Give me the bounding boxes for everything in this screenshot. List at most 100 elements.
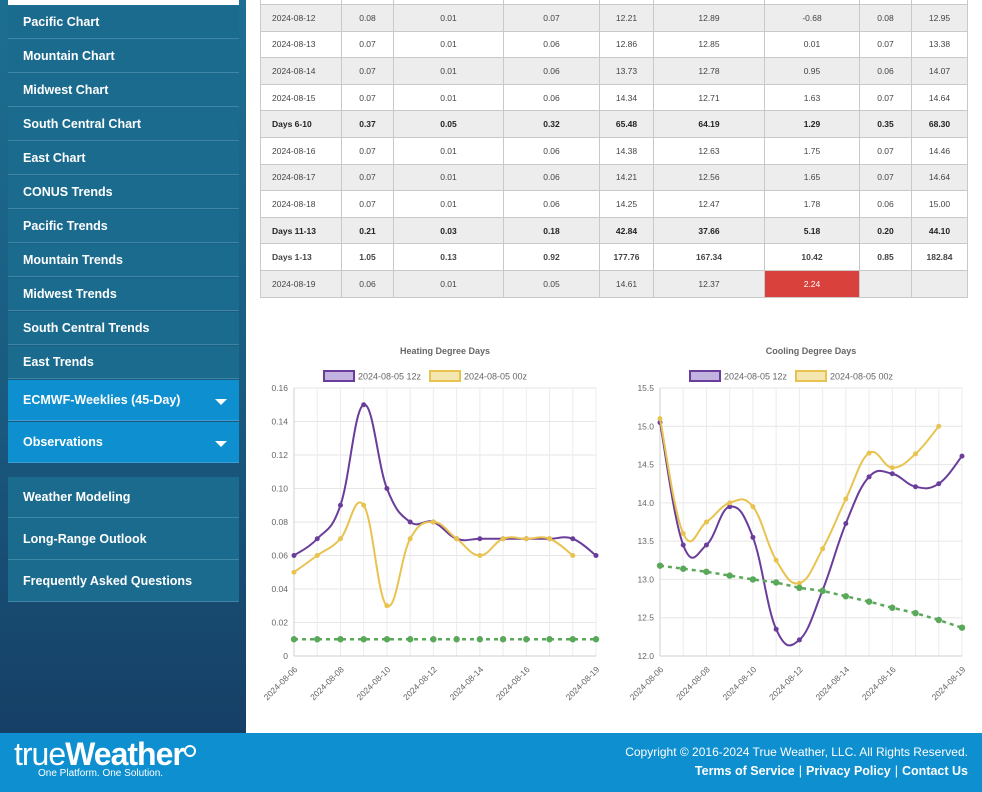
data-point [866,450,872,456]
table-cell: 12.95 [911,4,968,32]
table-cell: 37.66 [653,216,765,245]
table-cell: 2024-08-18 [260,190,342,218]
data-point [477,553,483,558]
table-cell: 0.08 [859,4,912,32]
sidebar-item-pacific-trends[interactable]: Pacific Trends [8,210,239,243]
data-point [656,562,664,569]
data-point [407,536,413,542]
data-point [314,553,320,558]
table-cell: 2024-08-19 [260,269,342,298]
data-point [314,536,320,542]
table-cell: 0.06 [503,163,600,192]
data-point [959,453,965,459]
sidebar-item-south-central-trends[interactable]: South Central Trends [8,312,239,345]
x-tick-label: 2024-08-08 [674,664,712,702]
data-point [912,609,919,617]
table-cell: Days 11-13 [260,216,342,245]
chart-svg: Cooling Degree Days 2024-08-05 12z 2024-08… [628,346,968,702]
legend-swatch [795,370,827,382]
table-cell: 14.25 [599,190,654,218]
y-tick-label: 13.5 [637,536,654,546]
data-point [703,568,710,575]
link-separator: | [798,764,802,778]
data-point [430,636,437,643]
accordion-label: Observations [23,435,103,449]
sidebar-item-pacific-chart[interactable]: Pacific Chart [8,6,239,39]
table-cell: 0.07 [503,4,600,32]
table-cell [859,269,912,298]
sidebar-accordion-observations[interactable]: Observations [8,422,239,463]
sidebar-item-east-chart[interactable]: East Chart [8,142,239,175]
data-point [820,546,826,552]
data-point [913,484,919,490]
table-cell: 64.19 [653,110,765,138]
data-point [842,593,850,600]
data-point [657,416,663,422]
table-cell: 0.07 [341,136,394,165]
contact-us-link[interactable]: Contact Us [902,764,968,778]
data-point [384,603,390,609]
sidebar-item-mountain-trends[interactable]: Mountain Trends [8,244,239,277]
x-tick-label: 2024-08-16 [494,664,532,702]
trueweather-logo[interactable]: trueWeather [14,736,185,773]
legend-label: 2024-08-05 12z [724,372,788,382]
table-cell: 0.95 [764,57,860,85]
data-point [291,553,297,558]
data-point [889,471,895,477]
y-tick-label: 15.5 [637,383,654,393]
data-point [454,536,460,542]
sidebar-link-long-range-outlook[interactable]: Long-Range Outlook [8,519,239,560]
series-line [293,403,597,557]
table-cell: 177.76 [599,243,654,271]
table-row: 2024-08-14 0.07 0.01 0.06 13.73 12.78 0.95 0.06… [260,57,968,85]
y-tick-label: 0.06 [271,551,288,561]
sidebar-accordion-ecmwf-weeklies-45-day[interactable]: ECMWF-Weeklies (45-Day) [8,380,239,421]
x-tick-label: 2024-08-06 [262,664,300,702]
sidebar-nav: Pacific Chart Mountain Chart Midwest Chart… [0,0,246,733]
table-cell: 0.01 [393,190,504,218]
sidebar-link-weather-modeling[interactable]: Weather Modeling [8,477,239,518]
data-point [680,530,686,536]
y-tick-label: 14.5 [637,460,654,470]
y-tick-label: 14.0 [637,498,654,508]
x-tick-label: 2024-08-12 [401,664,439,702]
data-point [430,519,436,525]
table-row: 2024-08-17 0.07 0.01 0.06 14.21 12.56 1.65 0.07… [260,163,968,192]
sidebar-item-midwest-chart[interactable]: Midwest Chart [8,74,239,107]
data-point [570,553,576,558]
table-cell: 12.63 [653,136,765,165]
sidebar-item-south-central-chart[interactable]: South Central Chart [8,108,239,141]
sidebar-item-conus-trends[interactable]: CONUS Trends [8,176,239,209]
table-row: 2024-08-15 0.07 0.01 0.06 14.34 12.71 1.63 0.07… [260,83,968,112]
terms-of-service-link[interactable]: Terms of Service [694,764,795,778]
table-cell: 0.01 [393,30,504,59]
table-cell: 167.34 [653,243,765,271]
table-cell: 0.13 [393,243,504,271]
copyright-text: Copyright © 2016-2024 True Weather, LLC.… [625,745,968,759]
sidebar-item-east-trends[interactable]: East Trends [8,346,239,379]
table-row: 2024-08-18 0.07 0.01 0.06 14.25 12.47 1.78 0.06… [260,190,968,218]
table-cell: 2.24 [764,269,860,298]
y-tick-label: 12.0 [637,651,654,661]
table-cell: 1.75 [764,136,860,165]
table-cell: 14.61 [599,269,654,298]
x-tick-label: 2024-08-19 [564,664,602,702]
y-tick-label: 13.0 [637,574,654,584]
sidebar-link-frequently-asked-questions[interactable]: Frequently Asked Questions [8,561,239,602]
table-cell: 5.18 [764,216,860,245]
chart-title: Cooling Degree Days [766,346,857,356]
logo-text-true: true [14,736,66,772]
data-point [865,598,873,605]
data-point [819,587,826,595]
privacy-policy-link[interactable]: Privacy Policy [805,764,891,778]
table-cell: 42.84 [599,216,654,245]
table-row: 2024-08-16 0.07 0.01 0.06 14.38 12.63 1.75 0.07… [260,136,968,165]
footer [0,733,982,792]
data-point [523,536,529,542]
sidebar-item-midwest-trends[interactable]: Midwest Trends [8,278,239,311]
data-point [796,637,802,643]
data-point [361,402,367,408]
data-point [593,553,599,558]
table-cell: 65.48 [599,110,654,138]
sidebar-item-mountain-chart[interactable]: Mountain Chart [8,40,239,73]
